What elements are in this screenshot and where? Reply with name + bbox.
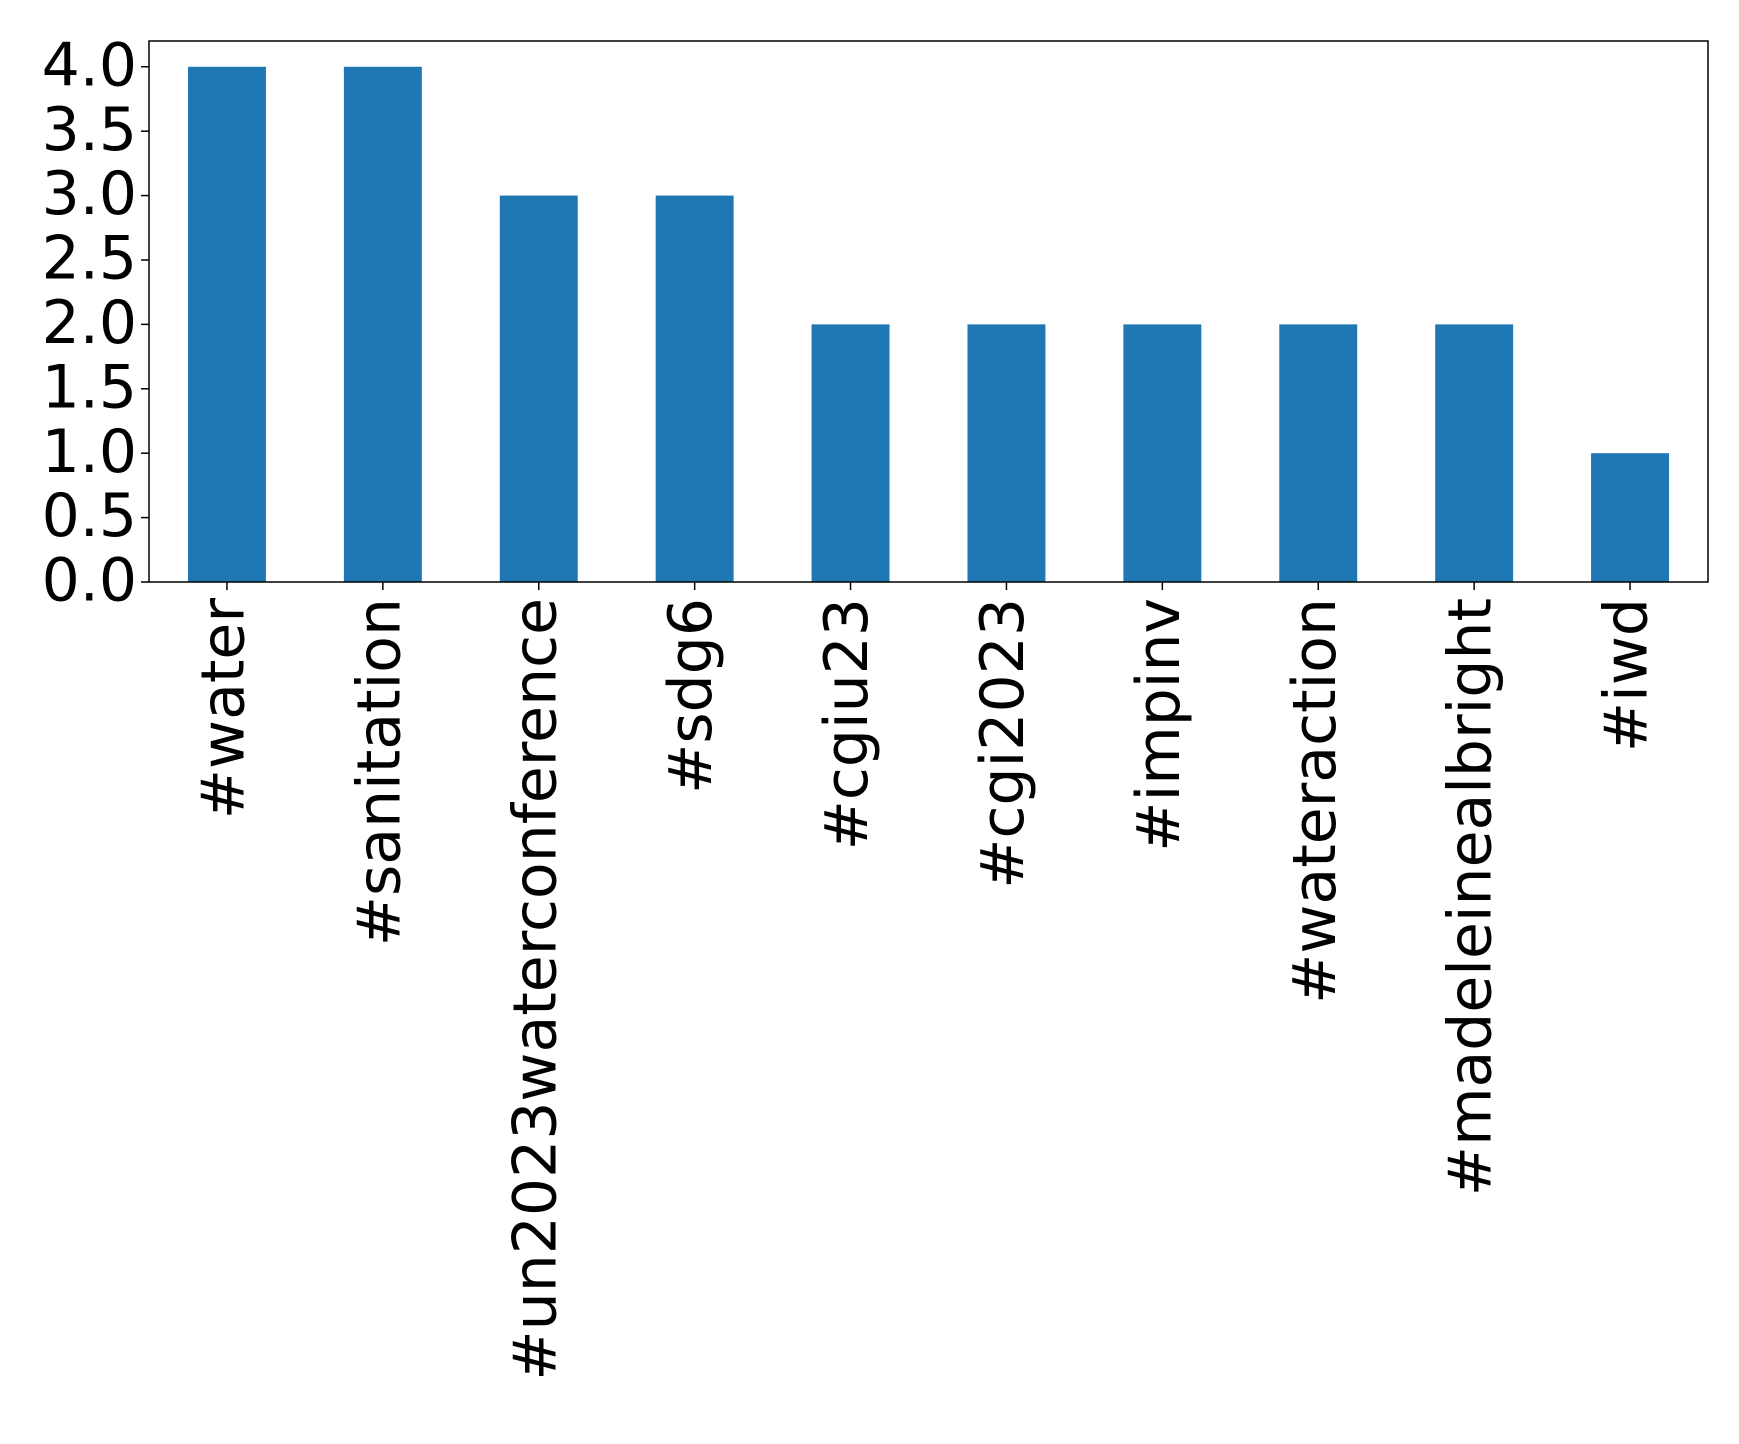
y-tick-label: 3.5 [42, 95, 137, 165]
bar [343, 66, 422, 582]
x-tick-label: #sdg6 [656, 598, 726, 794]
x-tick-label: #impinv [1124, 598, 1194, 852]
y-tick-label: 2.0 [42, 288, 137, 358]
bar [1591, 453, 1670, 582]
y-tick-label: 1.5 [42, 352, 137, 422]
x-tick-label: #wateraction [1280, 598, 1350, 1004]
bar [655, 195, 734, 583]
x-tick-label: #madeleinealbright [1436, 598, 1506, 1196]
y-tick-label: 0.5 [42, 481, 137, 551]
bar [811, 324, 890, 582]
bar [1279, 324, 1358, 582]
x-tick-label: #cgiu23 [812, 598, 882, 850]
bar [1435, 324, 1514, 582]
x-tick-label: #water [189, 598, 259, 820]
x-tick-label: #sanitation [344, 598, 414, 946]
bar [1123, 324, 1202, 582]
y-tick-label: 0.0 [42, 546, 137, 616]
y-tick-label: 2.5 [42, 224, 137, 294]
y-tick-label: 1.0 [42, 417, 137, 487]
y-tick-label: 4.0 [42, 30, 137, 100]
y-tick-label: 3.0 [42, 159, 137, 229]
bar [187, 66, 266, 582]
bar [499, 195, 578, 583]
x-tick-label: #un2023waterconference [500, 598, 570, 1381]
bar [967, 324, 1046, 582]
x-tick-label: #cgi2023 [968, 598, 1038, 889]
x-tick-label: #iwd [1592, 598, 1662, 752]
plot-frame [148, 40, 1709, 583]
